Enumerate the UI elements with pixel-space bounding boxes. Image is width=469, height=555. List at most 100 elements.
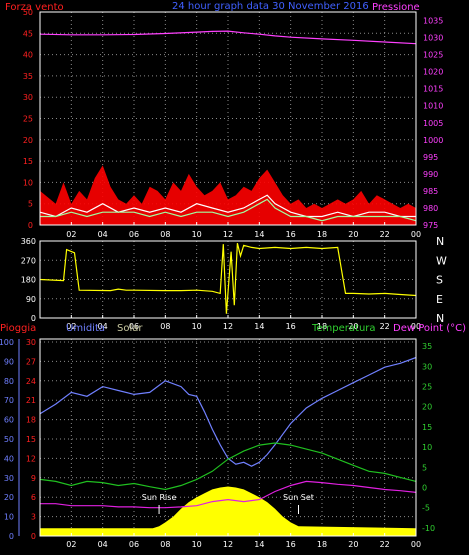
rain-axis-tick-label: 9 — [31, 474, 36, 483]
compass-label: N — [436, 235, 444, 248]
temperature-axis-tick-label: 0 — [422, 484, 427, 493]
raffica-series — [40, 165, 416, 225]
pressure-axis-tick-label: 1020 — [423, 68, 443, 77]
wind-panel-x-tick-label: 12 — [223, 230, 233, 239]
direction-panel-x-tick-label: 02 — [66, 322, 76, 331]
vento-medio-series — [39, 194, 416, 218]
wind-panel-x-tick-label: 18 — [317, 230, 327, 239]
pressure-axis-tick-label: 980 — [423, 204, 438, 213]
temperature-axis-tick-label: 10 — [422, 443, 432, 452]
direction-axis-tick-label: 270 — [21, 256, 36, 265]
wind-axis-tick-label: 50 — [23, 8, 33, 17]
humidity-axis-tick-label: 60 — [4, 416, 14, 425]
direction-panel-x-tick-label: 20 — [348, 322, 358, 331]
humidity-axis-title: Umidita — [66, 323, 105, 334]
wind-axis-tick-label: 30 — [23, 93, 33, 102]
temperature-axis-tick-label: 15 — [422, 423, 432, 432]
wind-panel-x-tick-label: 22 — [380, 230, 390, 239]
humidity-axis-tick-label: 90 — [4, 357, 14, 366]
direction-panel-x-tick-label: 04 — [98, 322, 108, 331]
pressure-axis-title: Pressione — [372, 2, 420, 13]
wind-axis-tick-label: 10 — [23, 178, 33, 187]
pressione-series — [39, 30, 417, 45]
rain-axis-tick-label: 3 — [31, 513, 36, 522]
wind-panel-x-tick-label: 02 — [66, 230, 76, 239]
humidity-axis-tick-label: 10 — [4, 513, 14, 522]
rain-axis-tick-label: 12 — [26, 454, 36, 463]
rain-panel-x-tick-label: 04 — [98, 540, 108, 549]
pressure-axis-tick-label: 1025 — [423, 51, 443, 60]
wind-direction-series — [39, 242, 417, 314]
wind-axis-tick-label: 25 — [23, 115, 33, 124]
rain-panel-x-tick-label: 20 — [348, 540, 358, 549]
direction-panel-x-tick-label: 08 — [160, 322, 170, 331]
rain-panel-x-tick-label: 02 — [66, 540, 76, 549]
pressure-axis-tick-label: 975 — [423, 221, 438, 230]
sunset-label: Sun Set — [283, 493, 314, 502]
rain-axis-tick-label: 27 — [26, 357, 36, 366]
wind-axis-tick-label: 35 — [23, 72, 33, 81]
rain-axis-tick-label: 6 — [31, 493, 36, 502]
wind-axis-tick-label: 15 — [23, 157, 33, 166]
temperature-axis-tick-label: -10 — [422, 524, 435, 533]
dew-point-series — [40, 480, 417, 509]
rain-axis-tick-label: 21 — [26, 396, 36, 405]
humidity-axis-tick-label: 100 — [0, 338, 14, 347]
humidity-axis-tick-label: 50 — [4, 435, 14, 444]
direction-panel-x-tick-label: 12 — [223, 322, 233, 331]
rain-panel-x-tick-label: 06 — [129, 540, 139, 549]
wind-panel-x-tick-label: 10 — [192, 230, 202, 239]
pressure-axis-tick-label: 995 — [423, 153, 438, 162]
pressure-axis-tick-label: 1010 — [423, 102, 443, 111]
wind-panel-x-tick-label: 04 — [98, 230, 108, 239]
rain-axis-tick-label: 24 — [26, 377, 36, 386]
temperature-axis-tick-label: 25 — [422, 382, 432, 391]
wind-panel-x-tick-label: 20 — [348, 230, 358, 239]
direction-panel-x-tick-label: 00 — [411, 322, 421, 331]
direction-axis-tick-label: 180 — [21, 276, 36, 285]
rain-panel-x-tick-label: 16 — [286, 540, 296, 549]
direction-panel-x-tick-label: 14 — [254, 322, 264, 331]
wind-axis-tick-label: 45 — [23, 29, 33, 38]
direction-panel-x-tick-label: 18 — [317, 322, 327, 331]
wind-panel-x-tick-label: 16 — [286, 230, 296, 239]
direction-panel-x-tick-label: 16 — [286, 322, 296, 331]
pressure-axis-tick-label: 1035 — [423, 17, 443, 26]
rain-panel-x-tick-label: 08 — [160, 540, 170, 549]
temperature-axis-title: Temperatura — [311, 323, 376, 334]
dewpoint-axis-title: Dew Point (°C) — [393, 323, 466, 334]
temperature-axis-tick-label: -5 — [422, 504, 430, 513]
solar-series — [40, 486, 416, 536]
wind-panel-x-tick-label: 06 — [129, 230, 139, 239]
rain-panel-x-tick-label: 18 — [317, 540, 327, 549]
direction-panel-x-tick-label: 10 — [192, 322, 202, 331]
temperature-axis-tick-label: 20 — [422, 403, 432, 412]
wind-axis-tick-label: 40 — [23, 51, 33, 60]
pressure-axis-tick-label: 1000 — [423, 136, 443, 145]
rain-axis-title: Pioggia — [0, 323, 36, 334]
temperature-axis-tick-label: 30 — [422, 362, 432, 371]
rain-axis-tick-label: 30 — [26, 338, 36, 347]
temperature-axis-tick-label: 35 — [422, 342, 432, 351]
compass-label: W — [436, 254, 447, 267]
wind-axis-title: Forza vento — [5, 2, 64, 13]
wind-axis-tick-label: 20 — [23, 136, 33, 145]
pressure-axis-tick-label: 1015 — [423, 85, 443, 94]
pressure-axis-tick-label: 985 — [423, 187, 438, 196]
rain-axis-tick-label: 15 — [26, 435, 36, 444]
pressure-axis-tick-label: 1030 — [423, 34, 443, 43]
wind-axis-tick-label: 5 — [28, 200, 33, 209]
humidity-axis-tick-label: 0 — [9, 532, 14, 541]
compass-label: N — [436, 312, 444, 325]
rain-panel-x-tick-label: 14 — [254, 540, 264, 549]
pressure-axis-tick-label: 990 — [423, 170, 438, 179]
humidity-axis-tick-label: 20 — [4, 493, 14, 502]
wind-panel-x-tick-label: 08 — [160, 230, 170, 239]
direction-axis-tick-label: 360 — [21, 237, 36, 246]
sunrise-label: Sun Rise — [142, 493, 177, 502]
temperatura-series — [39, 442, 417, 491]
solar-axis-title: Solar — [117, 323, 143, 334]
vento-series — [40, 198, 417, 222]
rain-panel-x-tick-label: 00 — [411, 540, 421, 549]
